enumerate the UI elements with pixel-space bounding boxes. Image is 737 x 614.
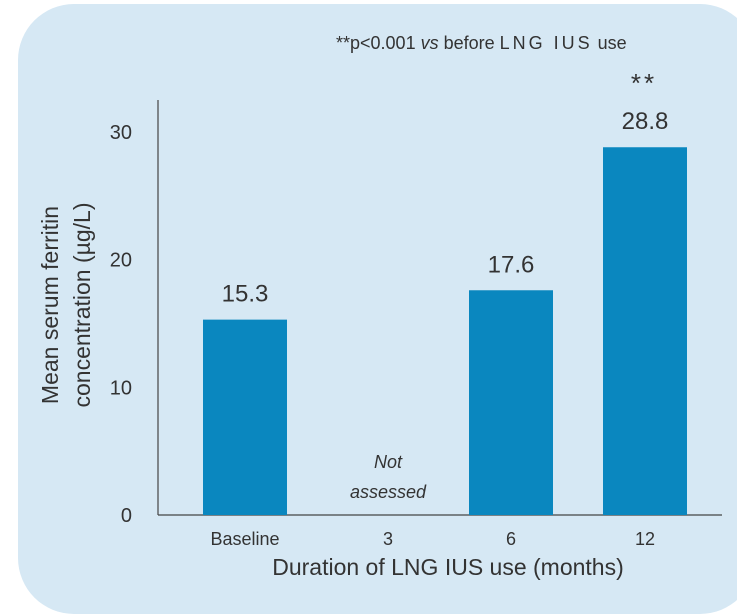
x-category-label: Baseline [210, 529, 279, 549]
bar [469, 290, 553, 515]
not-assessed-annotation-line1: Not [374, 452, 403, 472]
y-axis-title-line1: Mean serum ferritin [37, 206, 63, 404]
bar-value-label: 17.6 [488, 251, 535, 278]
significance-marker: ** [631, 68, 657, 98]
x-category-label: 6 [506, 529, 516, 549]
significance-footnote: **p<0.001 vs before LNG IUS use [336, 33, 627, 53]
y-tick-label: 20 [110, 250, 132, 272]
bar-value-label: 15.3 [222, 281, 269, 308]
data-labels: 15.3 17.6 28.8 [222, 108, 669, 307]
y-tick-label: 30 [110, 122, 132, 144]
y-tick-label: 10 [110, 377, 132, 399]
x-category-label: 12 [635, 529, 655, 549]
bar-value-label: 28.8 [622, 108, 669, 135]
not-assessed-annotation-line2: assessed [350, 482, 427, 502]
x-axis-title: Duration of LNG IUS use (months) [272, 554, 624, 580]
y-axis-ticks: 0 10 20 30 [110, 122, 132, 527]
y-tick-label: 0 [121, 505, 132, 527]
bar [603, 147, 687, 515]
bar-series [203, 147, 687, 515]
y-axis-title-line2: concentration (µg/L) [69, 202, 95, 407]
x-category-label: 3 [383, 529, 393, 549]
bar [203, 319, 287, 515]
x-axis-categories: Baseline 3 6 12 [210, 529, 655, 549]
